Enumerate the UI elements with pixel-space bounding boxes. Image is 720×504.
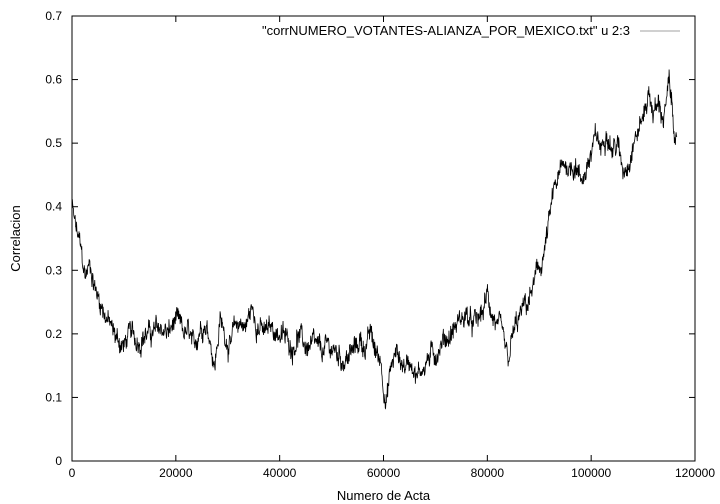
y-tick-label: 0.3 (45, 263, 62, 277)
y-tick-label: 0.2 (45, 327, 62, 341)
y-tick-label: 0.4 (45, 200, 62, 214)
series-line (71, 69, 678, 410)
x-tick-label: 100000 (571, 466, 611, 480)
legend: "corrNUMERO_VOTANTES-ALIANZA_POR_MEXICO.… (262, 23, 680, 38)
x-tick-label: 20000 (159, 466, 193, 480)
x-tick-label: 60000 (367, 466, 401, 480)
ticks (71, 15, 696, 462)
x-tick-label: 0 (69, 466, 76, 480)
x-tick-label: 120000 (675, 466, 715, 480)
y-tick-label: 0.6 (45, 73, 62, 87)
y-tick-label: 0.5 (45, 136, 62, 150)
y-tick-label: 0.1 (45, 390, 62, 404)
legend-label: "corrNUMERO_VOTANTES-ALIANZA_POR_MEXICO.… (262, 23, 630, 38)
y-tick-label: 0.7 (45, 9, 62, 23)
x-tick-label: 40000 (263, 466, 297, 480)
x-axis-title: Numero de Acta (337, 488, 431, 503)
x-tick-label: 80000 (471, 466, 505, 480)
tick-labels: 0 20000 40000 60000 80000 100000 120000 0 0.1 0.2… (45, 9, 715, 480)
y-tick-label: 0 (55, 454, 62, 468)
y-axis-title: Correlacion (8, 205, 23, 271)
